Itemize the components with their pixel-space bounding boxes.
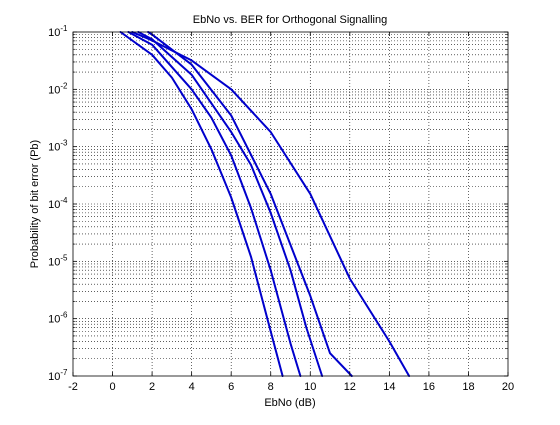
y-tick-base: 10: [48, 371, 60, 383]
x-tick-label: 18: [462, 381, 474, 393]
y-tick-exponent: -2: [60, 81, 68, 90]
y-tick-base: 10: [48, 142, 60, 154]
x-tick-label: 6: [228, 381, 234, 393]
y-tick-label: 10-1: [48, 24, 68, 39]
ber-curve-1: [131, 31, 411, 377]
y-axis-label: Probability of bit error (Pb): [29, 140, 41, 268]
x-tick-label: 4: [189, 381, 195, 393]
y-tick-exponent: -3: [60, 139, 68, 148]
x-tick-label: 8: [268, 381, 274, 393]
x-tick-label: 14: [383, 381, 395, 393]
y-tick-base: 10: [48, 256, 60, 268]
y-tick-base: 10: [48, 199, 60, 211]
y-tick-exponent: -7: [60, 368, 68, 377]
y-tick-exponent: -6: [60, 311, 68, 320]
x-tick-label: 2: [149, 381, 155, 393]
y-tick-label: 10-6: [48, 311, 68, 326]
ber-curve-5: [119, 31, 284, 377]
ber-curve-2: [147, 31, 353, 377]
y-tick-label: 10-3: [48, 139, 68, 154]
y-tick-base: 10: [48, 84, 60, 96]
x-tick-label: 16: [423, 381, 435, 393]
y-tick-exponent: -4: [60, 196, 68, 205]
axis-ticks: [72, 31, 509, 377]
ber-curve-4: [127, 31, 302, 377]
ber-curve-3: [137, 31, 324, 377]
x-tick-label: 20: [502, 381, 514, 393]
y-tick-label: 10-2: [48, 81, 68, 96]
x-axis-label: EbNo (dB): [264, 397, 315, 409]
y-tick-exponent: -1: [60, 24, 68, 33]
y-tick-label: 10-5: [48, 253, 68, 268]
tick-labels: -2 0 2 4 6 8 10 12 14 16 18 2010-710-610-510-410-31…: [48, 24, 514, 393]
y-tick-base: 10: [48, 27, 60, 39]
x-tick-label: 12: [344, 381, 356, 393]
x-tick-label: -2: [68, 381, 78, 393]
y-tick-base: 10: [48, 314, 60, 326]
chart-title: EbNo vs. BER for Orthogonal Signalling: [193, 14, 387, 26]
y-tick-exponent: -5: [60, 253, 68, 262]
y-tick-label: 10-7: [48, 368, 68, 383]
series-layer: [119, 31, 411, 377]
y-tick-label: 10-4: [48, 196, 68, 211]
x-tick-label: 0: [109, 381, 115, 393]
x-tick-label: 10: [304, 381, 316, 393]
